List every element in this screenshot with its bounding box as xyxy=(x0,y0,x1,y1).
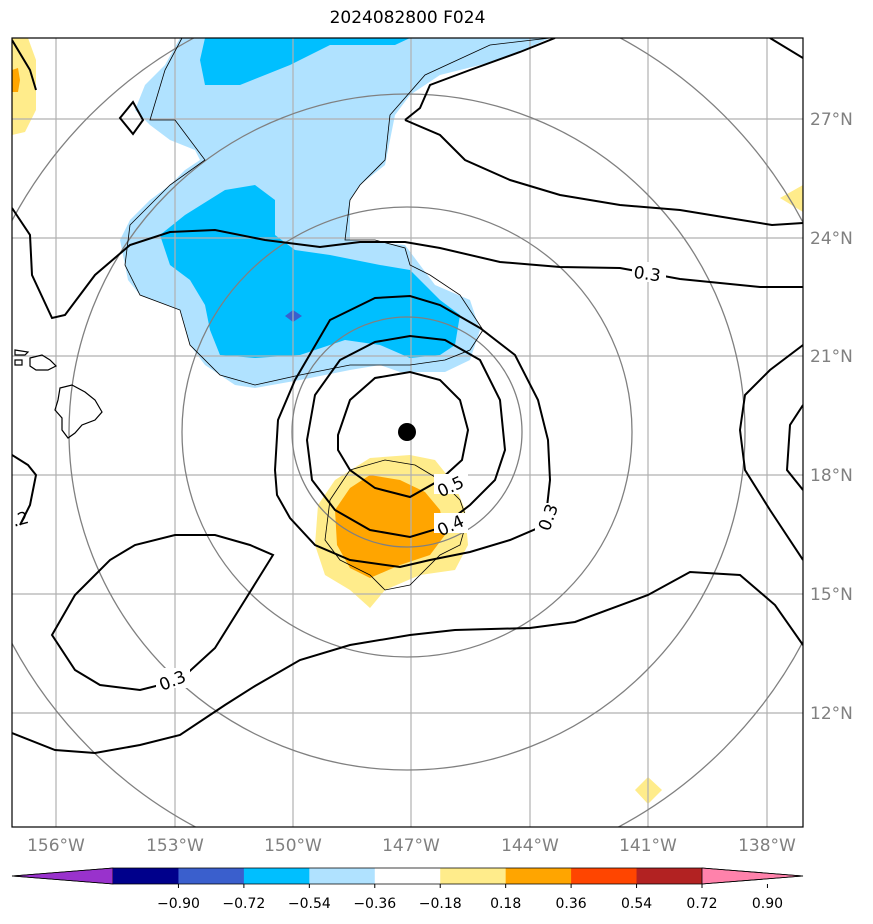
colorbar-segment xyxy=(178,868,245,884)
contour-0.3-loop xyxy=(273,294,552,569)
storm-center-marker xyxy=(398,423,416,441)
lat-label: 15°N xyxy=(810,585,853,605)
colorbar-segment xyxy=(113,868,179,884)
contour-northeast xyxy=(769,38,803,59)
lat-label: 18°N xyxy=(810,466,853,486)
contour-0.5-inner xyxy=(337,370,470,499)
blue-region-central xyxy=(160,185,460,358)
contour-label-bg xyxy=(434,474,468,494)
contour-north-2 xyxy=(404,119,803,227)
yellow-region-northwest xyxy=(12,38,36,135)
contour-0.3-south xyxy=(12,570,803,755)
map-area: 0.3 0.5 0.4 0.3 0.3 .2 xyxy=(10,38,803,827)
thin-contour-negative xyxy=(124,38,551,386)
thick-contours xyxy=(12,38,803,755)
colorbar-segment xyxy=(374,868,441,884)
colorbar-segment xyxy=(309,868,376,884)
colorbar-extension-high xyxy=(701,867,804,885)
colorbar-tick-label: −0.18 xyxy=(419,896,462,912)
colorbar-tick-label: −0.72 xyxy=(222,896,265,912)
orange-region xyxy=(335,475,445,578)
orange-spot-northwest xyxy=(12,68,20,92)
colorbar: −0.90 −0.72 −0.54 −0.36 −0.18 0.18 0.36 0.54 0.7… xyxy=(11,867,804,912)
contour-label-1: 0.3 xyxy=(632,263,662,287)
lon-label: 144°W xyxy=(501,836,559,856)
range-rings xyxy=(12,38,803,827)
colorbar-tick-label: −0.36 xyxy=(353,896,396,912)
blue-region-north xyxy=(200,38,410,85)
lat-label: 12°N xyxy=(810,704,853,724)
longitude-labels: 156°W 153°W 150°W 147°W 144°W 141°W 138°… xyxy=(27,836,796,856)
contour-east-2 xyxy=(785,404,803,491)
lat-label: 21°N xyxy=(810,347,853,367)
contour-small-diamond xyxy=(118,100,145,136)
contour-label-bg xyxy=(632,262,666,282)
colorbar-segment xyxy=(243,868,310,884)
contour-label-bg xyxy=(434,513,468,533)
contour-label-bg xyxy=(156,668,190,688)
coastline-hawaii xyxy=(14,349,103,439)
plot-title: 2024082800 F024 xyxy=(329,8,486,28)
negative-shading xyxy=(120,38,550,388)
colorbar-tick-label: 0.18 xyxy=(490,896,521,912)
colorbar-tick-label: 0.36 xyxy=(556,896,587,912)
colorbar-extension-low xyxy=(11,867,114,885)
contour-label-6: .2 xyxy=(10,508,31,532)
contour-nw-edge xyxy=(12,39,37,91)
contour-0.3-west xyxy=(50,534,275,692)
contour-east xyxy=(738,344,803,561)
colorbar-segment xyxy=(505,868,572,884)
contour-labels: 0.3 0.5 0.4 0.3 0.3 .2 xyxy=(10,262,666,696)
lon-label: 141°W xyxy=(619,836,677,856)
lat-label: 27°N xyxy=(810,110,853,130)
contour-0.3-main xyxy=(12,207,803,320)
contour-label-bg xyxy=(535,503,559,533)
colorbar-tick-label: 0.72 xyxy=(686,896,717,912)
contour-west-edge xyxy=(12,454,38,526)
colorbar-tick-label: −0.54 xyxy=(288,896,331,912)
colorbar-outline xyxy=(11,867,804,885)
contour-0.4 xyxy=(305,334,507,539)
lon-label: 147°W xyxy=(382,836,440,856)
lon-label: 156°W xyxy=(27,836,85,856)
colorbar-segment xyxy=(636,868,703,884)
latitude-labels: 27°N 24°N 21°N 18°N 15°N 12°N xyxy=(810,110,853,724)
colorbar-tick-label: 0.54 xyxy=(621,896,652,912)
thin-contour-positive xyxy=(324,459,468,591)
lon-label: 150°W xyxy=(264,836,322,856)
lon-label: 138°W xyxy=(738,836,796,856)
map-frame xyxy=(11,37,804,828)
colorbar-segment xyxy=(571,868,638,884)
colorbar-segment xyxy=(440,868,507,884)
colorbar-tick-label: −0.90 xyxy=(157,896,200,912)
colorbar-tick-label: 0.90 xyxy=(752,896,783,912)
yellow-region-east xyxy=(780,185,803,212)
lat-label: 24°N xyxy=(810,229,853,249)
contour-north xyxy=(404,38,556,121)
lon-label: 153°W xyxy=(146,836,204,856)
